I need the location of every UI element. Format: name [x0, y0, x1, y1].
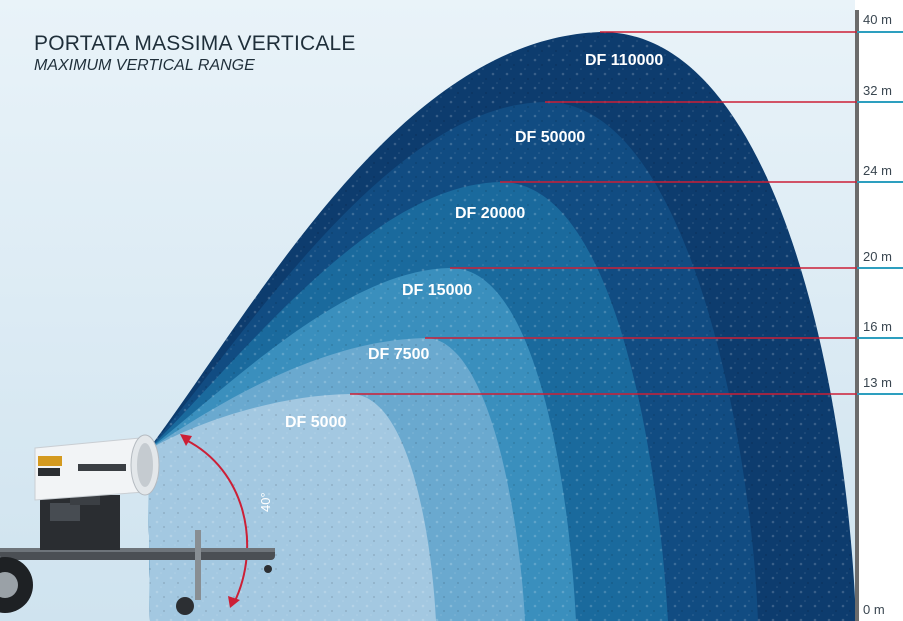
jockey-wheel [176, 597, 194, 615]
brand-sticker [38, 456, 62, 466]
height-label-13: 13 m [863, 375, 892, 390]
height-label-40: 40 m [863, 12, 892, 27]
model-label-df7500: DF 7500 [368, 346, 430, 363]
model-label-df50000: DF 50000 [515, 129, 586, 146]
model-label-df110000: DF 110000 [585, 52, 664, 69]
angle-indicator [180, 434, 249, 608]
page-subtitle: MAXIMUM VERTICAL RANGE [34, 57, 255, 74]
tow-hook [264, 565, 272, 573]
mist-cannon-machine [0, 434, 275, 615]
model-label-df5000: DF 5000 [285, 414, 347, 431]
droplet-texture [148, 31, 856, 621]
model-label-df20000: DF 20000 [455, 205, 526, 222]
height-label-0: 0 m [863, 602, 885, 617]
height-label-20: 20 m [863, 249, 892, 264]
height-label-32: 32 m [863, 83, 892, 98]
height-label-24: 24 m [863, 163, 892, 178]
angle-arrow-top [180, 434, 192, 446]
model-sticker [78, 464, 126, 471]
height-markers [350, 31, 903, 395]
angle-arc [185, 439, 249, 604]
model-label-df15000: DF 15000 [402, 282, 473, 299]
page-title: PORTATA MASSIMA VERTICALE [34, 32, 356, 55]
angle-arrow-bottom [228, 596, 240, 608]
height-label-16: 16 m [863, 319, 892, 334]
support-leg [195, 530, 201, 600]
angle-label: 40° [258, 492, 273, 512]
